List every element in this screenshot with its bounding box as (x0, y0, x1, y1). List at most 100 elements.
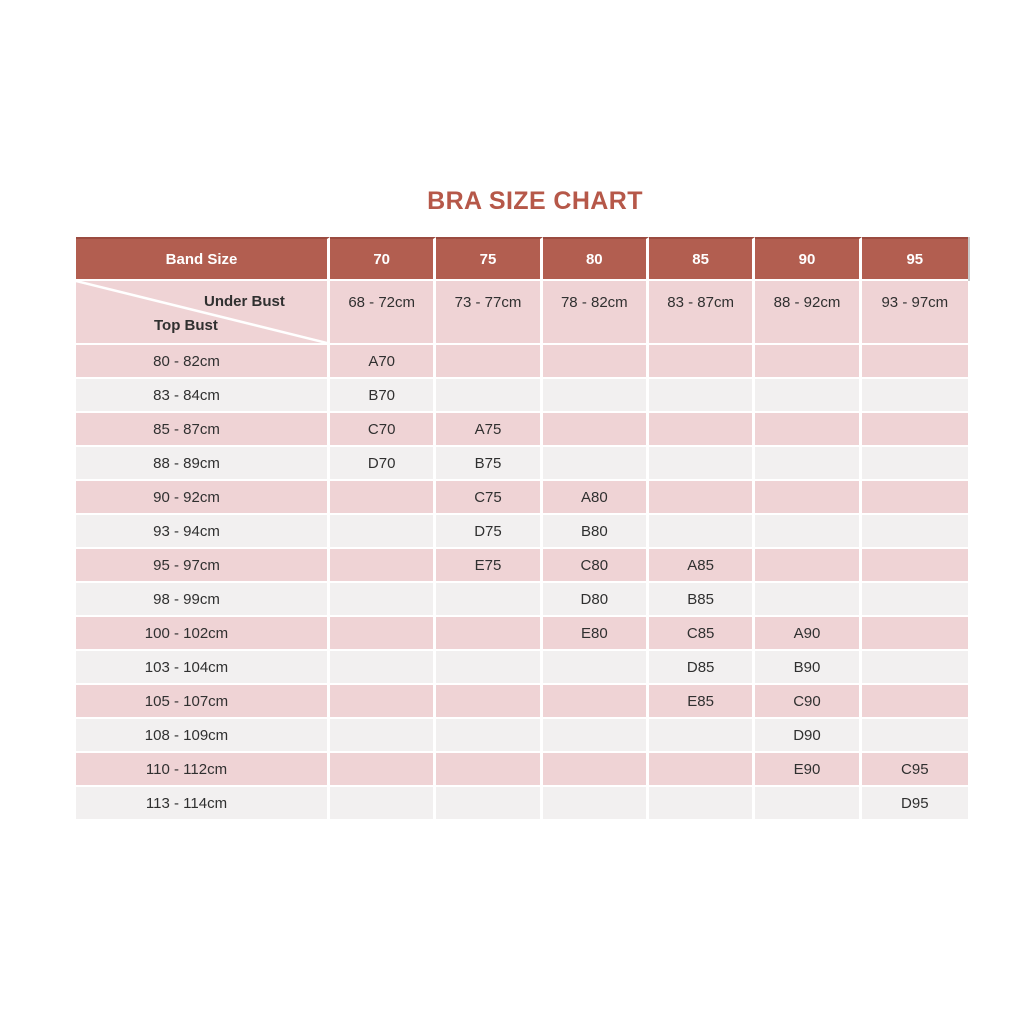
empty-cell (436, 379, 543, 413)
bra-size-cell: D85 (648, 651, 756, 685)
top-bust-range-cell: 110 - 112cm (76, 753, 330, 787)
bra-size-cell: E85 (648, 685, 756, 719)
empty-cell (542, 651, 649, 685)
empty-cell (861, 583, 968, 617)
empty-cell (542, 413, 649, 447)
empty-cell (648, 345, 756, 379)
table-header: Band Size 70 75 80 85 90 95 Under Bust Top Bust… (76, 237, 968, 345)
empty-cell (330, 515, 437, 549)
empty-cell (542, 379, 649, 413)
empty-cell (542, 719, 649, 753)
empty-cell (648, 379, 756, 413)
empty-cell (436, 719, 543, 753)
empty-cell (648, 753, 756, 787)
empty-cell (330, 753, 437, 787)
empty-cell (861, 719, 968, 753)
under-bust-range-80: 78 - 82cm (542, 281, 649, 345)
table-row: 93 - 94cm D75 B80 (76, 515, 968, 549)
empty-cell (542, 753, 649, 787)
bra-size-cell: B70 (330, 379, 437, 413)
bra-size-cell: A75 (436, 413, 543, 447)
under-bust-label: Under Bust (204, 293, 285, 310)
empty-cell (542, 447, 649, 481)
bra-size-cell: C90 (755, 685, 862, 719)
measurement-axis-cell: Under Bust Top Bust (76, 281, 330, 345)
empty-cell (436, 753, 543, 787)
empty-cell (755, 549, 862, 583)
band-size-col-75: 75 (436, 237, 543, 281)
diagonal-line (76, 281, 327, 343)
under-bust-range-70: 68 - 72cm (330, 281, 437, 345)
bra-size-cell: A85 (648, 549, 756, 583)
empty-cell (861, 379, 968, 413)
top-bust-range-cell: 113 - 114cm (76, 787, 330, 821)
empty-cell (755, 379, 862, 413)
under-bust-range-75: 73 - 77cm (436, 281, 543, 345)
table-row: 83 - 84cm B70 (76, 379, 968, 413)
bra-size-cell: A70 (330, 345, 437, 379)
bra-size-cell: D90 (755, 719, 862, 753)
bra-size-cell: A90 (755, 617, 862, 651)
empty-cell (436, 685, 543, 719)
empty-cell (755, 583, 862, 617)
empty-cell (436, 583, 543, 617)
empty-cell (755, 481, 862, 515)
table-row: 110 - 112cm E90 C95 (76, 753, 968, 787)
empty-cell (755, 345, 862, 379)
bra-size-cell: C80 (542, 549, 649, 583)
empty-cell (861, 651, 968, 685)
bra-size-cell: B85 (648, 583, 756, 617)
table-row: 85 - 87cm C70 A75 (76, 413, 968, 447)
top-bust-range-cell: 83 - 84cm (76, 379, 330, 413)
top-bust-range-cell: 88 - 89cm (76, 447, 330, 481)
empty-cell (861, 345, 968, 379)
empty-cell (542, 787, 649, 821)
band-size-row: Band Size 70 75 80 85 90 95 (76, 237, 968, 281)
under-bust-row: Under Bust Top Bust 68 - 72cm 73 - 77cm 78 -… (76, 281, 968, 345)
table-row: 103 - 104cm D85 B90 (76, 651, 968, 685)
empty-cell (861, 413, 968, 447)
bra-size-cell: C95 (861, 753, 968, 787)
empty-cell (330, 549, 437, 583)
empty-cell (436, 617, 543, 651)
bra-size-cell: D95 (861, 787, 968, 821)
band-size-col-90: 90 (755, 237, 862, 281)
top-bust-range-cell: 100 - 102cm (76, 617, 330, 651)
empty-cell (648, 719, 756, 753)
top-bust-range-cell: 90 - 92cm (76, 481, 330, 515)
table-row: 108 - 109cm D90 (76, 719, 968, 753)
top-bust-range-cell: 93 - 94cm (76, 515, 330, 549)
top-bust-range-cell: 105 - 107cm (76, 685, 330, 719)
table-row: 90 - 92cm C75 A80 (76, 481, 968, 515)
band-size-col-80: 80 (542, 237, 649, 281)
bra-size-cell: C70 (330, 413, 437, 447)
bra-size-table: Band Size 70 75 80 85 90 95 Under Bust Top Bust… (76, 237, 968, 821)
table-row: 98 - 99cm D80 B85 (76, 583, 968, 617)
empty-cell (330, 685, 437, 719)
under-bust-range-95: 93 - 97cm (861, 281, 968, 345)
top-bust-range-cell: 103 - 104cm (76, 651, 330, 685)
bra-size-cell: B80 (542, 515, 649, 549)
empty-cell (330, 719, 437, 753)
empty-cell (755, 515, 862, 549)
bra-size-cell: D80 (542, 583, 649, 617)
band-size-col-95: 95 (861, 237, 968, 281)
empty-cell (648, 481, 756, 515)
bra-size-cell: C75 (436, 481, 543, 515)
empty-cell (861, 549, 968, 583)
empty-cell (542, 345, 649, 379)
empty-cell (861, 447, 968, 481)
bra-size-cell: C85 (648, 617, 756, 651)
band-size-header-cell: Band Size (76, 237, 330, 281)
bra-size-cell: D75 (436, 515, 543, 549)
bra-size-cell: B75 (436, 447, 543, 481)
table-body: 80 - 82cm A70 83 - 84cm B70 85 - 87cm C70 A75 8… (76, 345, 968, 821)
empty-cell (330, 481, 437, 515)
under-bust-range-85: 83 - 87cm (648, 281, 756, 345)
top-bust-range-cell: 98 - 99cm (76, 583, 330, 617)
table-row: 80 - 82cm A70 (76, 345, 968, 379)
top-bust-range-cell: 80 - 82cm (76, 345, 330, 379)
empty-cell (330, 617, 437, 651)
top-bust-range-cell: 95 - 97cm (76, 549, 330, 583)
empty-cell (755, 447, 862, 481)
